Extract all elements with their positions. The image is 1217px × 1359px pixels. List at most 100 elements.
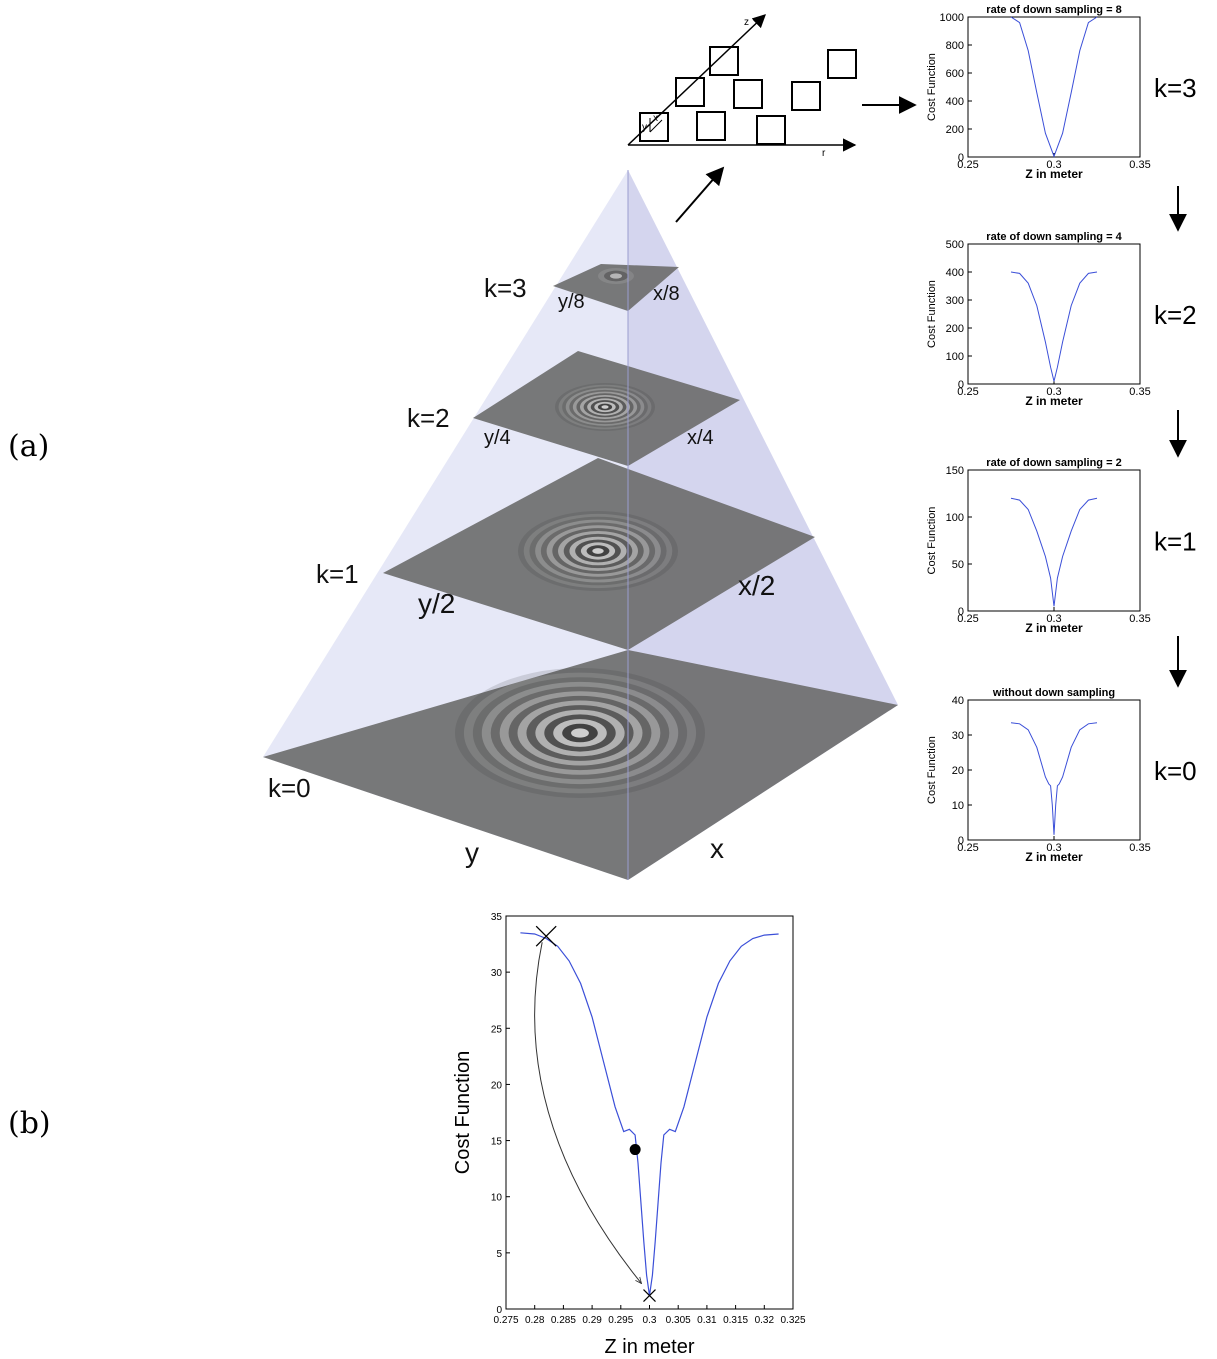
- y-tick-label: 20: [491, 1080, 503, 1091]
- y-tick-label: 50: [952, 559, 964, 571]
- x-tick-label: 0.325: [780, 1315, 805, 1326]
- grid-square: [756, 115, 786, 145]
- level-k-label: k=2: [407, 403, 450, 433]
- chart-title: rate of down sampling = 2: [986, 457, 1121, 469]
- x-tick-label: 0.25: [957, 159, 978, 171]
- x-tick-label: 0.3: [1046, 386, 1061, 398]
- y-tick-label: 800: [946, 40, 964, 52]
- layer-plane: [553, 264, 679, 311]
- y-tick-label: 0: [958, 152, 964, 164]
- chart-k-label: k=0: [1154, 756, 1197, 786]
- level-x-label: x: [710, 833, 724, 864]
- y-tick-label: 10: [952, 800, 964, 812]
- x-tick-label: 0.25: [957, 613, 978, 625]
- y-axis-label: Cost Function: [926, 280, 938, 348]
- z-axis: [627, 14, 766, 146]
- x-tick-label: 0.275: [493, 1315, 518, 1326]
- grid-inset: z r y x: [627, 14, 857, 159]
- y-axis-label: Cost Function: [926, 736, 938, 804]
- ring: [601, 405, 609, 409]
- x-axis-label: Z in meter: [1025, 394, 1083, 408]
- level-y-label: y/2: [418, 588, 455, 619]
- y-tick-label: 300: [946, 295, 964, 307]
- x-tick-label: 0.35: [1129, 613, 1150, 625]
- level-y-label: y/4: [484, 427, 511, 449]
- y-tick-label: 20: [952, 765, 964, 777]
- y-tick-label: 200: [946, 323, 964, 335]
- y-axis-label: Cost Function: [926, 507, 938, 575]
- plot-frame: [967, 699, 1141, 841]
- ring: [592, 548, 604, 554]
- grid-square: [709, 46, 739, 76]
- chart-title: without down sampling: [992, 687, 1115, 699]
- chart-title: rate of down sampling = 8: [986, 4, 1121, 16]
- y-tick-label: 30: [952, 730, 964, 742]
- ring-pattern: [555, 383, 655, 431]
- y-tick-label: 100: [946, 512, 964, 524]
- x-tick-label: 0.295: [608, 1315, 633, 1326]
- chart-2: 0.25 0.3 0.35 0 50 100 150 rate of down samplin…: [926, 457, 1197, 635]
- pyramid-to-grid-arrow: [675, 166, 725, 223]
- plot-frame: [967, 243, 1141, 385]
- y-tick-label: 35: [491, 912, 503, 923]
- level-k-label: k=0: [268, 773, 311, 803]
- x-tick-label: 0.35: [1129, 386, 1150, 398]
- y-tick-label: 25: [491, 1024, 503, 1035]
- grid-square: [639, 112, 669, 142]
- y-tick-label: 5: [496, 1249, 502, 1260]
- y-tick-label: 100: [946, 351, 964, 363]
- y-tick-label: 0: [958, 835, 964, 847]
- x-tick-label: 0.285: [551, 1315, 576, 1326]
- y-axis-label: Cost Function: [926, 53, 938, 121]
- chart-k-label: k=3: [1154, 73, 1197, 103]
- x-sub-axis: [649, 119, 663, 133]
- y-sub-axis-label: y: [642, 122, 647, 133]
- y-tick-label: 0: [496, 1305, 502, 1316]
- ring-pattern: [598, 268, 634, 284]
- grid-square: [827, 49, 857, 79]
- x-tick-label: 0.31: [697, 1315, 717, 1326]
- plot-frame: [505, 915, 794, 1310]
- level-y-label: y/8: [558, 291, 585, 313]
- ring-pattern: [518, 511, 678, 591]
- chart-1: 0.25 0.3 0.35 0 100 200 300 400 500 rate of down …: [926, 231, 1197, 408]
- r-axis-label: r: [822, 148, 826, 159]
- x-tick-label: 0.3: [1046, 613, 1061, 625]
- x-tick-label: 0.305: [666, 1315, 691, 1326]
- y-tick-label: 400: [946, 267, 964, 279]
- grid-square: [791, 81, 821, 111]
- x-axis-label: Z in meter: [1025, 850, 1083, 864]
- x-tick-label: 0.315: [723, 1315, 748, 1326]
- level-x-label: x/4: [687, 427, 714, 449]
- x-tick-label: 0.3: [1046, 842, 1061, 854]
- ring-pattern: [455, 668, 705, 798]
- start-cross-marker: [535, 925, 557, 947]
- panel-label-b: (b): [8, 1106, 51, 1141]
- x-tick-label: 0.32: [755, 1315, 775, 1326]
- y-tick-label: 15: [491, 1137, 503, 1148]
- y-tick-label: 40: [952, 695, 964, 707]
- grid-squares: [639, 46, 857, 145]
- cost-curve: [1010, 271, 1098, 382]
- y-tick-label: 1000: [940, 12, 964, 24]
- pyramid: k=0 y x k=1 y/2 x/2 k=2 y/4 x/4 k=3 y/8 x/8: [263, 170, 898, 880]
- x-axis-label: Z in meter: [1025, 621, 1083, 635]
- grid-square: [675, 77, 705, 107]
- chart-4: 0.275 0.28 0.285 0.29 0.295 0.3 0.305 0.31 0.315…: [452, 912, 806, 1358]
- y-tick-label: 30: [491, 968, 503, 979]
- y-tick-label: 150: [946, 465, 964, 477]
- x-tick-label: 0.25: [957, 842, 978, 854]
- grid-square: [696, 111, 726, 141]
- y-tick-label: 500: [946, 239, 964, 251]
- x-sub-axis-label: x: [653, 113, 658, 124]
- pyramid-layer-1: k=1 y/2 x/2: [316, 458, 815, 650]
- chart-3: 0.25 0.3 0.35 0 10 20 30 40 without down samplin…: [926, 687, 1197, 864]
- x-tick-label: 0.3: [643, 1315, 657, 1326]
- level-y-label: y: [465, 837, 479, 868]
- y-tick-label: 0: [958, 379, 964, 391]
- x-tick-label: 0.3: [1046, 159, 1061, 171]
- level-k-label: k=3: [484, 273, 527, 303]
- x-tick-label: 0.35: [1129, 842, 1150, 854]
